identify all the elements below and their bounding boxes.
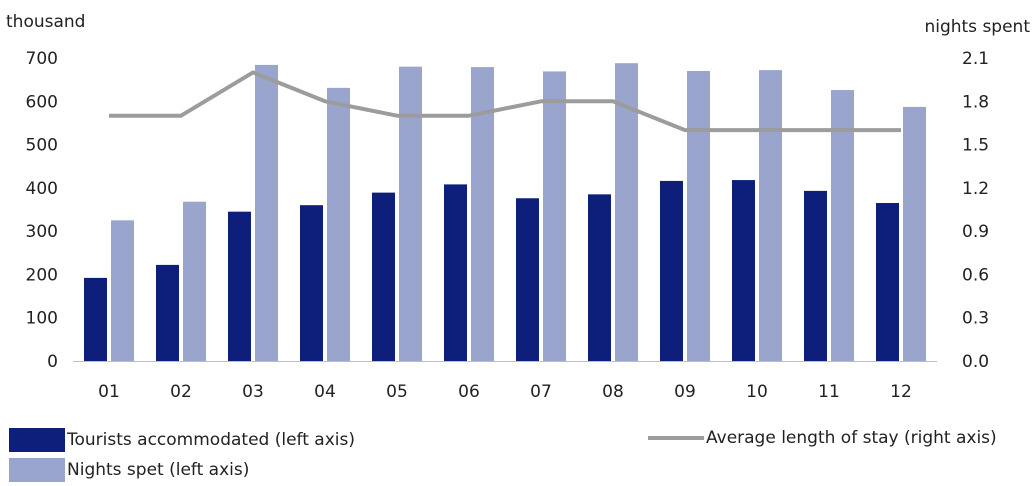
bar-tourists-accommodated — [84, 277, 107, 361]
bar-nights-spent — [471, 67, 494, 361]
bar-tourists-accommodated — [876, 203, 899, 361]
x-tick-label: 12 — [890, 382, 912, 402]
x-tick-label: 11 — [818, 382, 840, 402]
x-tick-label: 02 — [170, 382, 192, 402]
bar-nights-spent — [111, 220, 134, 361]
bar-tourists-accommodated — [660, 180, 683, 361]
legend-swatch-tourists — [9, 428, 65, 452]
right-axis: 0.0 0.3 0.6 0.9 1.2 1.5 1.8 2.1 — [962, 49, 989, 372]
bar-tourists-accommodated — [804, 190, 827, 361]
bar-tourists-accommodated — [372, 192, 395, 361]
legend-label-nights: Nights spet (left axis) — [67, 460, 250, 480]
left-axis-unit-label: thousand — [6, 12, 85, 32]
right-tick-label: 1.5 — [962, 136, 989, 156]
x-tick-label: 03 — [242, 382, 264, 402]
x-tick-label: 09 — [674, 382, 696, 402]
bar-nights-spent — [615, 63, 638, 362]
bar-nights-spent — [903, 106, 926, 361]
left-tick-label: 300 — [26, 222, 58, 242]
legend-label-stay: Average length of stay (right axis) — [706, 428, 997, 448]
legend-swatch-nights — [9, 458, 65, 482]
bar-nights-spent — [543, 71, 566, 361]
bar-nights-spent — [399, 66, 422, 362]
left-tick-label: 500 — [26, 136, 58, 156]
bar-nights-spent — [183, 201, 206, 361]
right-tick-label: 1.8 — [962, 92, 989, 112]
right-tick-label: 0.3 — [962, 309, 989, 329]
bar-tourists-accommodated — [732, 180, 755, 361]
x-tick-label: 07 — [530, 382, 552, 402]
left-tick-label: 100 — [26, 309, 58, 329]
bar-tourists-accommodated — [228, 211, 251, 361]
bar-tourists-accommodated — [300, 205, 323, 361]
right-axis-unit-label: nights spent — [924, 17, 1030, 37]
bar-nights-spent — [327, 87, 350, 362]
right-tick-label: 0.9 — [962, 222, 989, 242]
left-tick-label: 700 — [26, 49, 58, 69]
bar-tourists-accommodated — [156, 264, 179, 361]
legend-item-stay: Average length of stay (right axis) — [648, 428, 997, 448]
x-tick-label: 01 — [98, 382, 120, 402]
left-tick-label: 0 — [47, 352, 58, 372]
left-tick-label: 200 — [26, 265, 58, 285]
right-tick-label: 0.0 — [962, 352, 989, 372]
legend-item-nights: Nights spet (left axis) — [9, 458, 249, 482]
x-tick-label: 10 — [746, 382, 768, 402]
x-tick-label: 06 — [458, 382, 480, 402]
average-length-of-stay-line — [109, 70, 901, 133]
right-tick-label: 0.6 — [962, 265, 989, 285]
bar-nights-spent — [759, 70, 782, 362]
x-tick-label: 08 — [602, 382, 624, 402]
right-tick-label: 1.2 — [962, 179, 989, 199]
bar-series — [84, 63, 926, 362]
bar-tourists-accommodated — [444, 184, 467, 361]
legend-swatch-stay — [648, 436, 704, 440]
bar-nights-spent — [255, 64, 278, 361]
bar-tourists-accommodated — [588, 194, 611, 361]
left-axis: 0 100 200 300 400 500 600 700 — [26, 49, 58, 372]
legend-label-tourists: Tourists accommodated (left axis) — [67, 430, 355, 450]
bar-nights-spent — [687, 70, 710, 361]
right-tick-label: 2.1 — [962, 49, 989, 69]
left-tick-label: 600 — [26, 92, 58, 112]
x-tick-label: 05 — [386, 382, 408, 402]
legend-item-tourists: Tourists accommodated (left axis) — [9, 428, 355, 452]
bar-nights-spent — [831, 90, 854, 361]
bar-tourists-accommodated — [516, 198, 539, 361]
x-axis: 01 02 03 04 05 06 07 08 09 10 11 12 — [98, 382, 912, 402]
left-tick-label: 400 — [26, 179, 58, 199]
x-tick-label: 04 — [314, 382, 336, 402]
